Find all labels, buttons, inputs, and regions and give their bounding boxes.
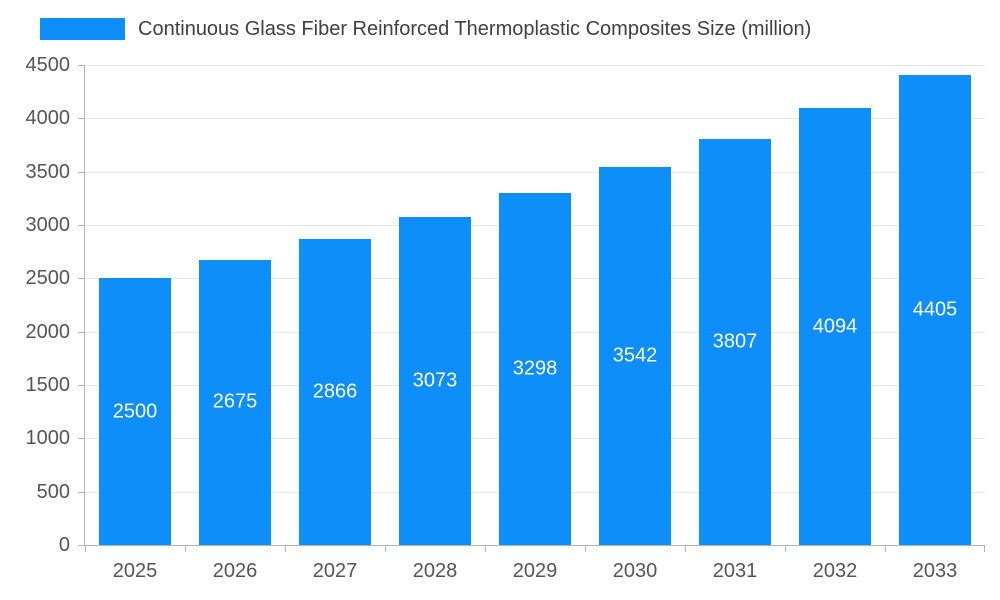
bar-2033: 4405 (899, 75, 971, 545)
x-axis-tick-label: 2032 (812, 560, 858, 582)
y-axis-tick-mark (78, 225, 84, 226)
legend-swatch (40, 18, 125, 40)
x-axis-tick-label: 2027 (312, 560, 358, 582)
y-axis-tick-label: 1000 (25, 427, 71, 450)
bar-value-label: 3073 (412, 369, 458, 392)
y-axis-tick-label: 3000 (25, 214, 71, 236)
y-axis-tick-mark (78, 331, 84, 333)
x-axis-tick-mark (485, 546, 486, 552)
bar-value-label: 2866 (312, 380, 358, 403)
bar-value-label: 3298 (512, 357, 558, 380)
bar-value-label: 4094 (812, 315, 858, 338)
x-axis-tick-label: 2029 (512, 560, 558, 582)
x-axis-line (84, 545, 985, 546)
bar-2028: 3073 (399, 217, 471, 545)
bar-2029: 3298 (499, 193, 571, 545)
bar-value-label: 2500 (112, 400, 158, 423)
x-axis-tick-mark (585, 546, 586, 552)
bar-2030: 3542 (599, 167, 671, 545)
bar-2025: 2500 (99, 278, 171, 545)
x-axis-tick-mark (885, 546, 886, 552)
bar-2026: 2675 (199, 259, 271, 545)
y-axis-tick-label: 2500 (25, 267, 71, 290)
bar-value-label: 3542 (612, 344, 658, 367)
y-axis-tick-mark (78, 545, 84, 546)
y-axis-tick-mark (78, 171, 84, 173)
y-axis-tick-label: 4000 (25, 107, 71, 130)
gridline (85, 65, 985, 66)
gridline (85, 171, 985, 173)
y-axis-tick-mark (78, 491, 84, 493)
x-axis-tick-mark (185, 546, 186, 552)
bar-2031: 3807 (699, 138, 771, 545)
y-axis-tick-label: 1500 (25, 374, 71, 396)
bar-value-label: 3807 (712, 330, 758, 353)
x-axis-tick-label: 2028 (412, 560, 458, 582)
y-axis-tick-label: 0 (58, 534, 70, 556)
chart-legend: Continuous Glass Fiber Reinforced Thermo… (40, 16, 811, 42)
x-axis-tick-mark (685, 546, 686, 552)
x-axis-tick-label: 2025 (112, 560, 158, 582)
y-axis-tick-mark (78, 118, 84, 120)
y-axis-tick-mark (78, 438, 84, 440)
x-axis-tick-label: 2033 (912, 560, 958, 582)
y-axis-tick-mark (78, 278, 84, 280)
y-axis-tick-label: 500 (36, 480, 70, 503)
bar-2032: 4094 (799, 108, 871, 545)
bar-2027: 2866 (299, 239, 371, 545)
chart-title: Continuous Glass Fiber Reinforced Thermo… (138, 18, 812, 40)
x-axis-tick-label: 2026 (212, 560, 258, 582)
y-axis-tick-label: 3500 (25, 160, 71, 183)
y-axis-tick-label: 4500 (25, 54, 71, 76)
x-axis-tick-mark (85, 546, 86, 552)
y-axis-tick-mark (78, 65, 84, 66)
y-axis-line (84, 65, 85, 546)
x-axis-tick-label: 2031 (712, 560, 758, 582)
x-axis-tick-mark (984, 546, 985, 552)
y-axis-tick-label: 2000 (25, 320, 71, 343)
x-axis-tick-mark (785, 546, 786, 552)
plot-area: 0 500 1000 1500 2000 2500 3000 3500 4000 4500 2500… (26, 55, 985, 582)
gridline (85, 118, 985, 120)
bar-value-label: 4405 (912, 298, 958, 321)
x-axis-tick-label: 2030 (612, 560, 658, 582)
bar-value-label: 2675 (212, 390, 258, 413)
y-axis-tick-mark (78, 385, 84, 386)
x-axis-tick-mark (385, 546, 386, 552)
x-axis-tick-mark (285, 546, 286, 552)
